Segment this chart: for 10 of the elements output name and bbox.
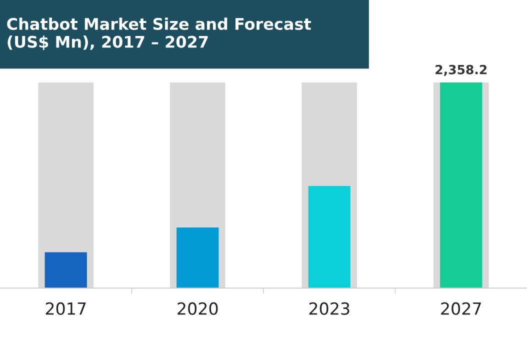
bar <box>44 252 87 288</box>
x-tick-label: 2023 <box>309 302 350 315</box>
bar <box>176 228 219 288</box>
x-tick-label: 2017 <box>46 302 86 315</box>
data-label: 2,358.2 <box>436 64 487 76</box>
chart-title: Chatbot Market Size and Forecast (US$ Mn), 2017 – 2027 <box>7 18 311 50</box>
x-tick-label: 2020 <box>178 302 218 315</box>
bar <box>308 186 350 288</box>
x-tick-label: 2027 <box>441 302 481 315</box>
bar <box>440 82 482 288</box>
